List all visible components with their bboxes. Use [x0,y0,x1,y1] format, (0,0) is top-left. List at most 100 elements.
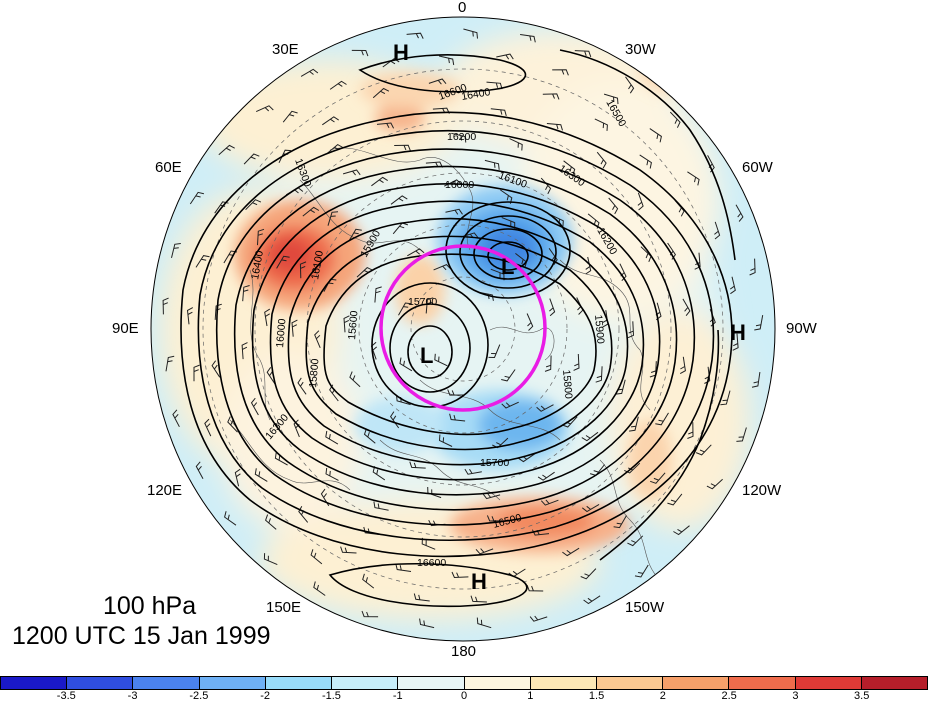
wind-barb [627,321,635,339]
contour-label: 16000 [274,318,289,348]
wind-barb [463,28,478,39]
wind-barb [211,360,221,378]
colorbar-segment [596,677,664,689]
wind-barb [520,34,536,43]
wind-barb [537,471,555,481]
colorbar-segment [67,677,134,689]
colorbar-tick-label: -1.5 [321,690,341,702]
wind-barb [687,171,700,186]
contour-label: 16000 [445,179,474,191]
wind-barb [714,221,721,240]
wind-barb [300,68,319,77]
wind-barb [340,546,357,554]
wind-barb [362,573,375,589]
wind-barb [488,344,501,359]
high-pressure-marker: H [393,40,409,65]
wind-barb [250,397,259,416]
wind-barb [419,618,435,629]
colorbar-segment [663,677,730,689]
wind-barb [501,401,519,409]
wind-barb [749,258,756,276]
wind-barb [581,431,599,442]
wind-barb [669,111,681,128]
contour-label: 16400 [460,86,491,103]
wind-barb [204,418,212,437]
wind-barb [413,593,430,602]
colorbar-tick-label: 2 [659,690,666,702]
wind-barb [501,217,516,229]
wind-barb [195,255,210,268]
wind-barb [596,151,607,169]
wind-barb [399,357,413,372]
wind-barb [563,160,576,176]
wind-barb [409,461,426,469]
colorbar-tick-label: 3.5 [854,690,870,702]
wind-barb [627,535,644,547]
wind-barb [297,377,307,395]
wind-barb [594,118,608,131]
low-pressure-marker: L [420,343,434,368]
wind-barb [257,228,265,246]
wind-barb [475,548,494,555]
lon-label-60w: 60W [742,159,773,176]
wind-barb [342,169,361,176]
wind-barb [241,342,248,360]
wind-barb [735,204,744,222]
wind-barb [625,76,635,94]
wind-barb [234,468,241,487]
wind-barb [634,564,649,578]
wind-barb [372,466,386,481]
lon-label-180: 180 [451,643,477,660]
colorbar-segment [199,677,266,689]
colorbar-segment [265,677,333,689]
lon-label-90e: 90E [112,320,139,337]
wind-barb [470,595,487,603]
colorbar-tick-label: -3.5 [56,690,76,702]
wind-barb [348,228,362,242]
wind-barb [314,330,321,348]
colorbar-tick-label: 0 [460,690,468,702]
contour-label: 16600 [417,557,446,569]
wind-barb [193,364,200,382]
colorbar-tick-label: 1 [527,690,534,702]
wind-barb [706,478,723,490]
wind-barb [667,493,683,506]
wind-barb [451,132,467,143]
wind-barb [363,428,376,444]
wind-barb [361,610,379,618]
wind-barb [613,515,627,529]
wind-barb [449,413,466,422]
wind-barb [243,153,260,165]
wind-barb [619,263,627,282]
wind-barb [171,243,181,259]
wind-barb [451,571,469,579]
wind-barb [736,427,747,442]
wind-barb [655,412,669,426]
wind-barb [407,248,425,257]
wind-barb [245,199,262,211]
wind-barb [172,409,180,428]
wind-barb [218,144,235,156]
contour-label: 16100 [309,250,326,281]
wind-barb [732,333,739,351]
wind-barb [189,191,205,205]
wind-barb [276,255,290,269]
highlight-circle [379,244,547,412]
wind-barb [165,355,175,372]
wind-barb [447,389,464,396]
high-pressure-marker: H [471,569,487,594]
wind-barb [242,285,250,302]
shaded-anomaly-field [151,17,775,641]
wind-barb [255,105,274,113]
wind-barb [406,32,424,39]
wind-barb [490,108,507,117]
wind-barb [673,525,690,536]
lon-label-120e: 120E [147,482,183,499]
wind-barb [580,568,597,580]
lon-label-120w: 120W [742,482,782,499]
wind-barb [526,313,534,331]
wind-barb [382,58,400,68]
lon-label-90w: 90W [786,320,817,337]
wind-barb [329,80,347,90]
wind-barb [501,369,516,382]
